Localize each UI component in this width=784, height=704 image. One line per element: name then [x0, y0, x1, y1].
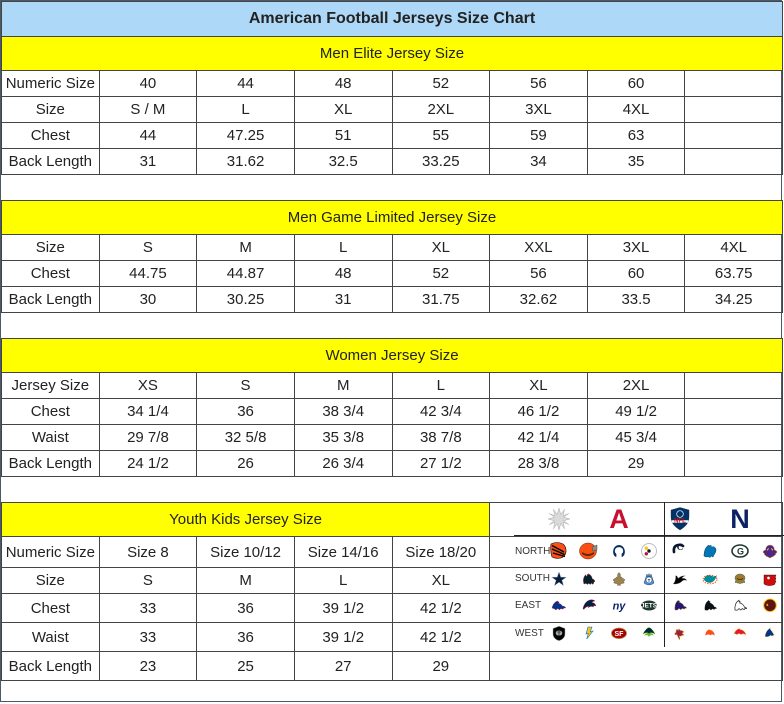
svg-text:C: C [677, 542, 684, 552]
svg-text:SF: SF [615, 631, 625, 638]
svg-text:T: T [648, 578, 651, 583]
svg-text:NFL: NFL [674, 518, 686, 524]
svg-text:JETS: JETS [641, 603, 658, 610]
svg-text:A: A [609, 504, 629, 534]
svg-text:N: N [730, 504, 750, 534]
svg-text:G: G [737, 547, 744, 557]
svg-text:ny: ny [613, 601, 627, 613]
